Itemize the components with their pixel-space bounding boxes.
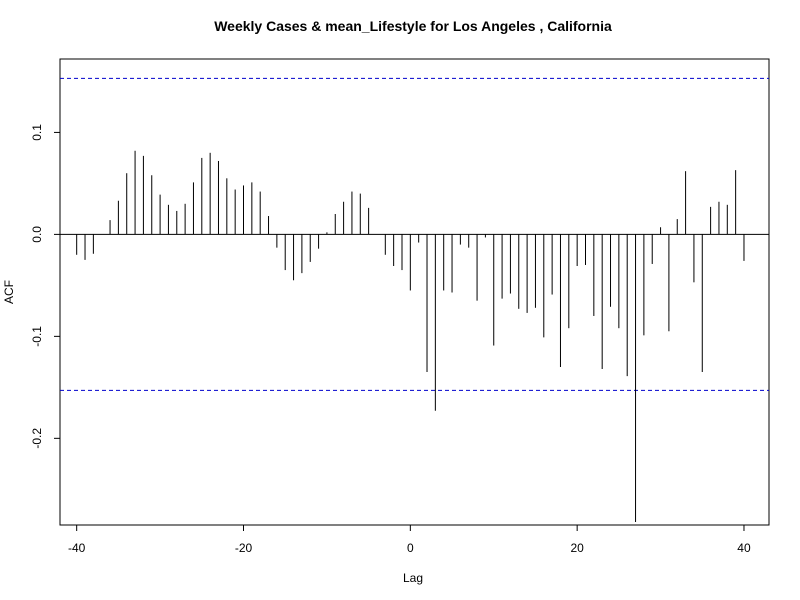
x-tick-label: 40 <box>737 541 751 555</box>
x-tick-label: 0 <box>407 541 414 555</box>
y-tick-label: 0.1 <box>30 124 44 141</box>
confidence-bands <box>60 77 769 391</box>
x-tick-label: 20 <box>570 541 584 555</box>
y-axis: -0.2 -0.1 0.0 0.1 <box>30 124 61 449</box>
y-tick-label: -0.1 <box>30 326 44 347</box>
y-tick-label: -0.2 <box>30 428 44 449</box>
y-axis-label: ACF <box>2 280 16 304</box>
x-tick-label: -40 <box>68 541 86 555</box>
x-axis: -40 -20 0 20 40 <box>68 524 751 555</box>
y-tick-label: 0.0 <box>30 226 44 243</box>
acf-bars <box>76 150 745 522</box>
chart-title: Weekly Cases & mean_Lifestyle for Los An… <box>214 18 612 34</box>
x-tick-label: -20 <box>235 541 253 555</box>
x-axis-label: Lag <box>403 571 423 585</box>
plot-frame <box>59 58 770 526</box>
